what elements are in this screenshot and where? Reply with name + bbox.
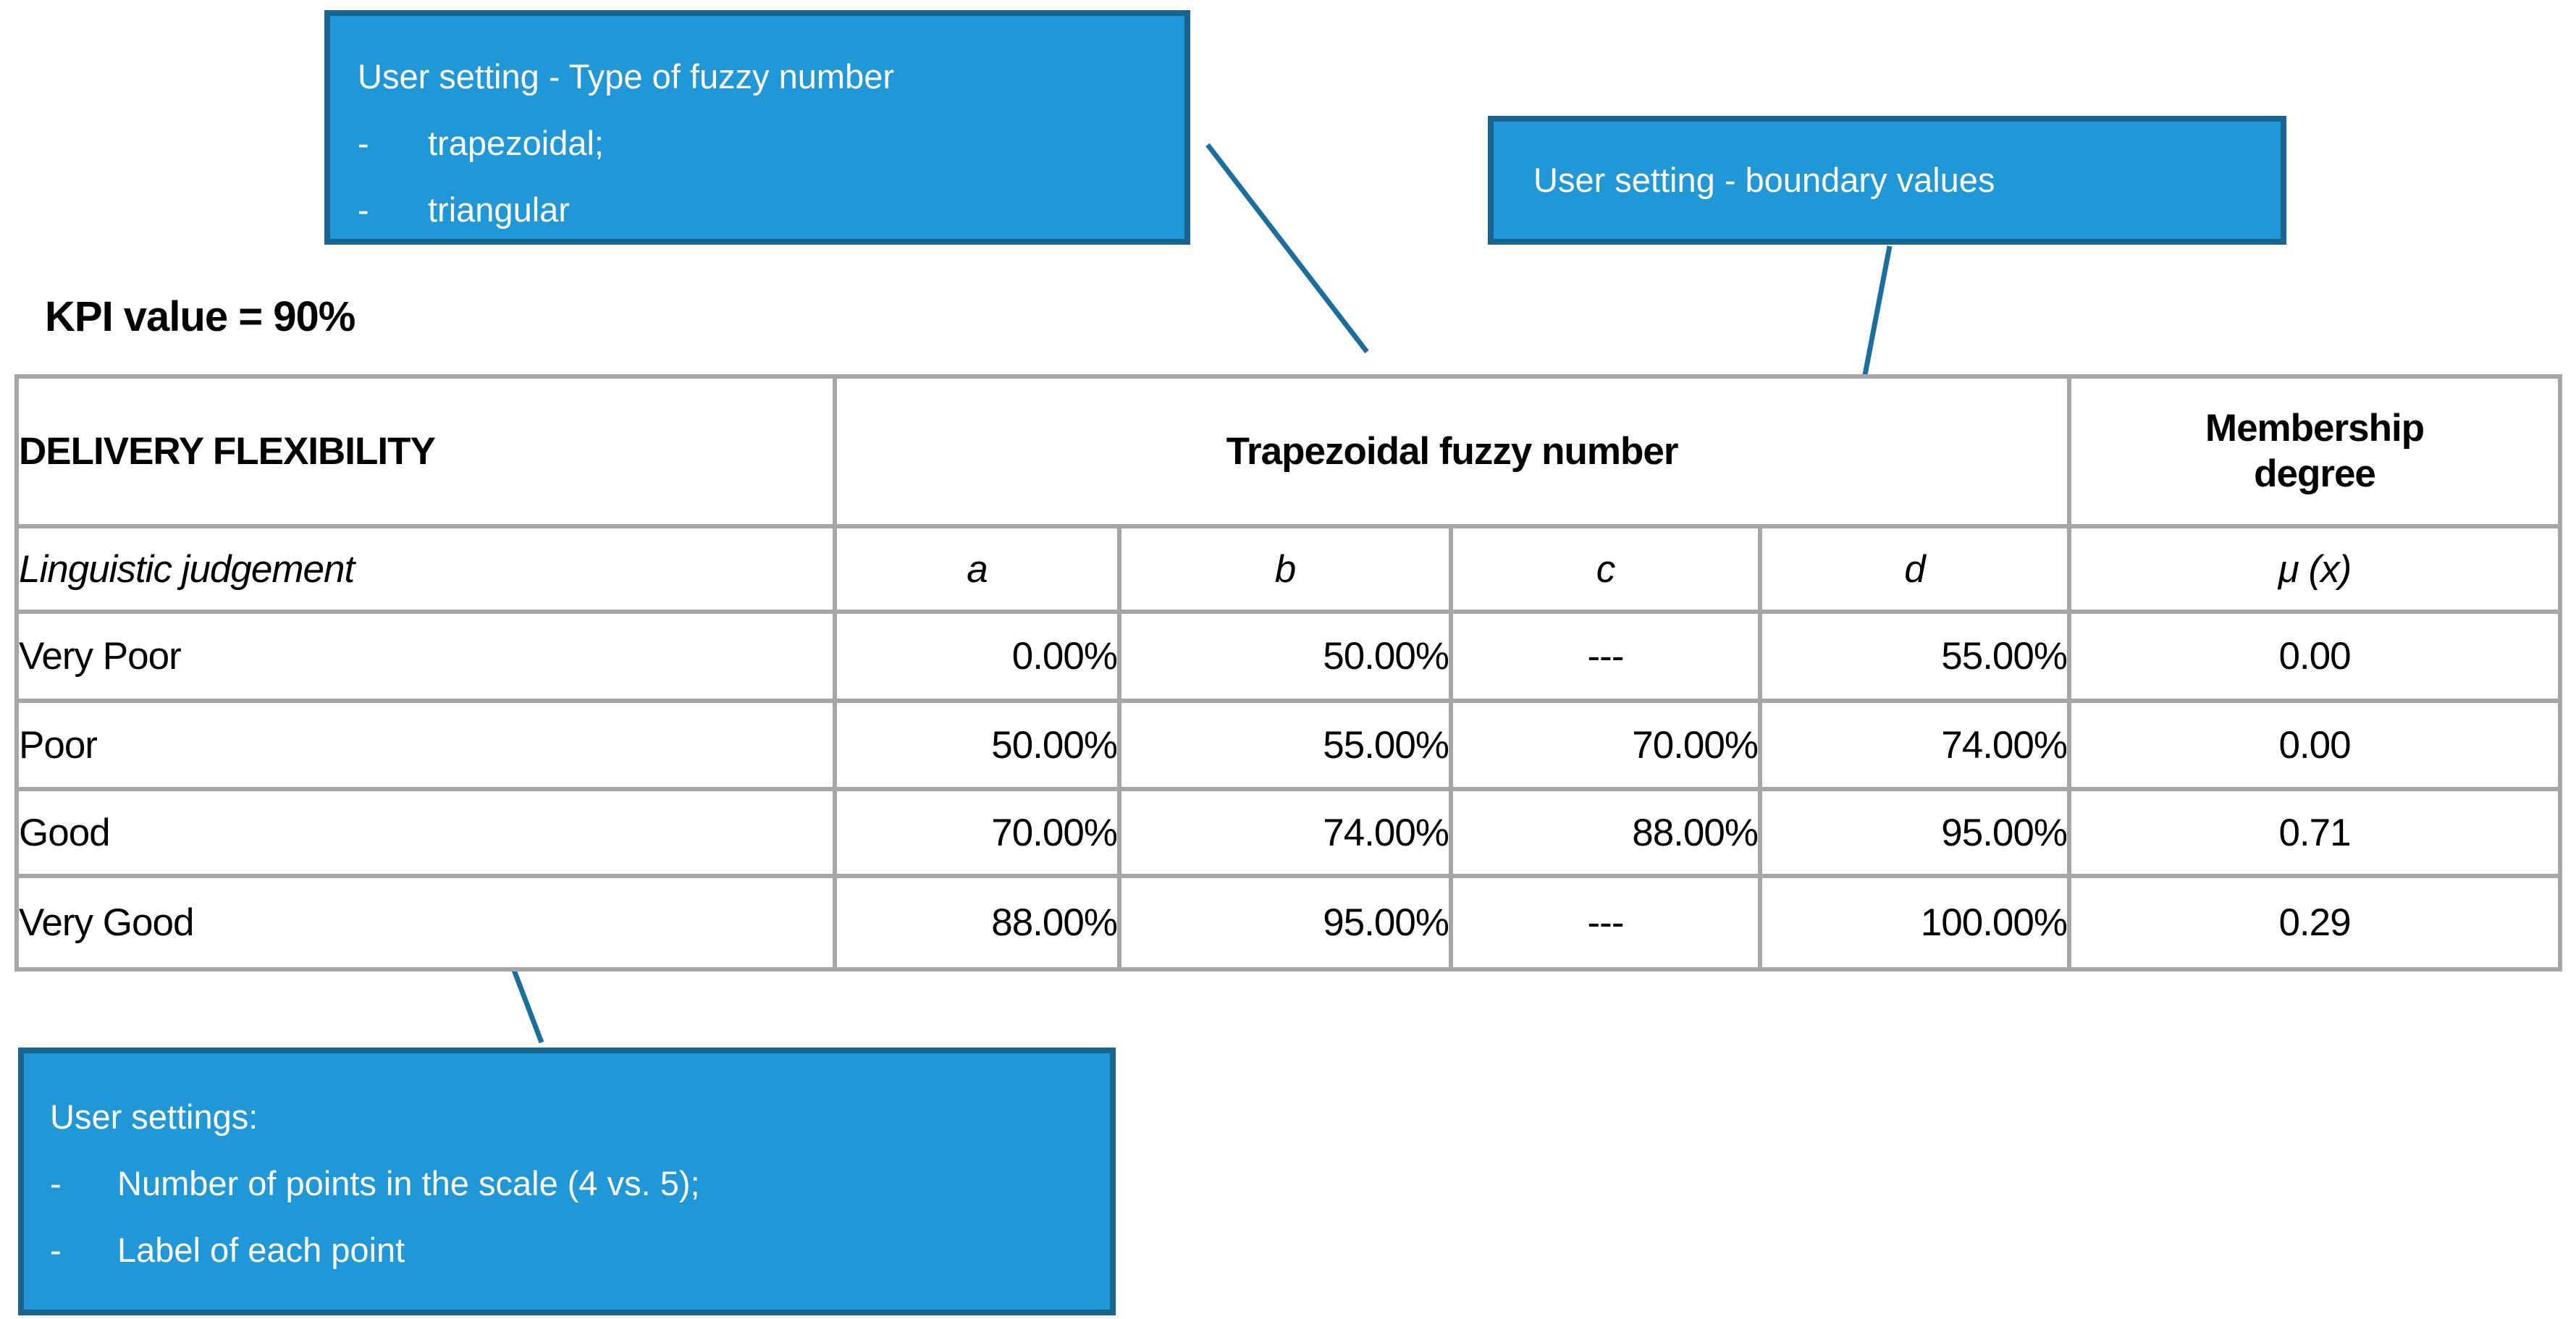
bullet-text: Label of each point	[117, 1231, 405, 1269]
cell-mu: 0.71	[2067, 787, 2563, 878]
cell-c: 88.00%	[1449, 787, 1762, 878]
bullet-text: Number of points in the scale (4 vs. 5);	[117, 1164, 700, 1202]
fuzzy-number-table: DELIVERY FLEXIBILITY Trapezoidal fuzzy n…	[14, 374, 2563, 972]
cell-c: ---	[1449, 874, 1762, 972]
bullet-text: triangular	[428, 190, 570, 229]
callout-boundary-values: User setting - boundary values	[1488, 116, 2286, 245]
cell-b: 95.00%	[1117, 874, 1453, 972]
subheader-b: b	[1117, 524, 1453, 614]
cell-b: 74.00%	[1117, 787, 1453, 878]
cell-c: ---	[1449, 610, 1762, 703]
callout-scale-settings: User settings: - Number of points in the…	[18, 1048, 1116, 1315]
cell-a: 88.00%	[833, 874, 1121, 972]
callout-title: User setting - boundary values	[1533, 161, 1995, 199]
cell-mu: 0.00	[2067, 610, 2563, 703]
callout-bullet: - Label of each point	[50, 1217, 1095, 1284]
callout-title: User settings:	[50, 1097, 258, 1136]
table-header-row: DELIVERY FLEXIBILITY Trapezoidal fuzzy n…	[14, 374, 2563, 528]
subheader-a: a	[833, 524, 1121, 614]
cell-d: 55.00%	[1757, 610, 2072, 703]
row-label: Good	[14, 787, 837, 878]
subheader-linguistic-judgement: Linguistic judgement	[14, 524, 837, 614]
header-delivery-flexibility: DELIVERY FLEXIBILITY	[14, 374, 837, 528]
header-membership-degree: Membership degree	[2067, 374, 2563, 528]
cell-c: 70.00%	[1449, 699, 1762, 791]
cell-mu: 0.29	[2067, 874, 2563, 972]
cell-a: 70.00%	[833, 787, 1121, 878]
callout-bullet: - triangular	[358, 177, 1170, 243]
bullet-dash: -	[358, 124, 369, 162]
cell-mu: 0.00	[2067, 699, 2563, 791]
cell-d: 100.00%	[1757, 874, 2072, 972]
header-trapezoidal-fuzzy-number: Trapezoidal fuzzy number	[832, 374, 2072, 528]
subheader-d: d	[1757, 524, 2072, 614]
table-row-very-poor: Very Poor 0.00% 50.00% --- 55.00% 0.00	[14, 610, 2563, 703]
table-row-very-good: Very Good 88.00% 95.00% --- 100.00% 0.29	[14, 874, 2563, 972]
bullet-text: trapezoidal;	[428, 124, 604, 162]
table-subheader-row: Linguistic judgement a b c d μ (x)	[14, 524, 2563, 614]
cell-a: 0.00%	[833, 610, 1121, 703]
header-membership-degree-text: Membership degree	[2205, 406, 2425, 495]
row-label: Very Poor	[14, 610, 837, 703]
leader-line-fuzzy-type	[1205, 143, 1369, 354]
table-row-poor: Poor 50.00% 55.00% 70.00% 74.00% 0.00	[14, 699, 2563, 791]
subheader-mu-x: μ (x)	[2067, 524, 2563, 614]
table-row-good: Good 70.00% 74.00% 88.00% 95.00% 0.71	[14, 787, 2563, 878]
cell-b: 55.00%	[1117, 699, 1453, 791]
callout-bullet: - trapezoidal;	[358, 110, 1170, 177]
bullet-dash: -	[50, 1231, 62, 1269]
callout-title: User setting - Type of fuzzy number	[358, 57, 895, 96]
cell-b: 50.00%	[1117, 610, 1453, 703]
cell-d: 74.00%	[1757, 699, 2072, 791]
kpi-value-caption: KPI value = 90%	[45, 293, 355, 340]
cell-d: 95.00%	[1757, 787, 2072, 878]
bullet-dash: -	[358, 190, 369, 229]
subheader-c: c	[1449, 524, 1762, 614]
bullet-dash: -	[50, 1164, 62, 1202]
row-label: Very Good	[14, 874, 837, 972]
callout-bullet: - Number of points in the scale (4 vs. 5…	[50, 1150, 1095, 1217]
cell-a: 50.00%	[833, 699, 1121, 791]
row-label: Poor	[14, 699, 837, 791]
callout-fuzzy-number-type: User setting - Type of fuzzy number - tr…	[324, 10, 1190, 245]
